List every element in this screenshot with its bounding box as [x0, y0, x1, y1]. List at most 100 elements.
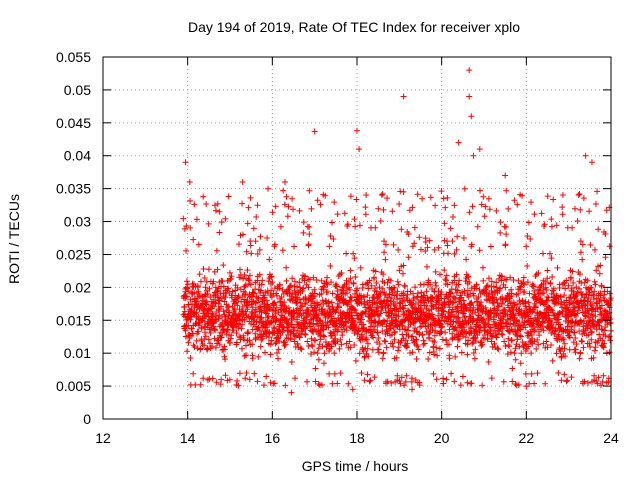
data-point	[515, 381, 522, 388]
data-point	[311, 292, 318, 299]
data-point	[607, 316, 614, 323]
data-point	[343, 340, 350, 347]
data-point	[596, 270, 603, 277]
data-point	[364, 371, 371, 378]
data-point	[264, 324, 271, 331]
data-point	[256, 246, 263, 253]
data-point	[367, 377, 374, 384]
data-point	[356, 350, 363, 357]
data-point	[327, 263, 334, 270]
data-point	[440, 380, 447, 387]
data-point	[396, 200, 403, 207]
data-point	[275, 346, 282, 353]
data-point	[470, 304, 477, 311]
data-point	[581, 297, 588, 304]
data-point	[500, 378, 507, 385]
data-point	[338, 270, 345, 277]
data-point	[192, 381, 199, 388]
data-point	[271, 299, 278, 306]
data-point	[506, 297, 513, 304]
data-point	[514, 336, 521, 343]
data-point	[435, 287, 442, 294]
data-point	[484, 282, 491, 289]
data-point	[283, 264, 290, 271]
data-point	[591, 246, 598, 253]
data-point	[235, 294, 242, 301]
data-point	[487, 243, 494, 250]
data-point	[384, 279, 391, 286]
data-point	[289, 315, 296, 322]
data-point	[354, 312, 361, 319]
data-point	[212, 207, 219, 214]
data-point	[191, 201, 198, 208]
data-point	[535, 341, 542, 348]
data-point	[477, 324, 484, 331]
data-point	[413, 328, 420, 335]
data-point	[337, 370, 344, 377]
data-point	[203, 312, 210, 319]
data-point	[430, 370, 437, 377]
data-point	[468, 241, 475, 248]
data-point	[515, 290, 522, 297]
data-point	[239, 292, 246, 299]
data-point	[474, 223, 481, 230]
data-point	[391, 329, 398, 336]
data-point	[507, 349, 514, 356]
data-point	[377, 217, 384, 224]
data-point	[244, 330, 251, 337]
y-tick-label: 0.025	[56, 246, 91, 262]
data-point	[597, 262, 604, 269]
data-point	[263, 297, 270, 304]
data-point	[451, 378, 458, 385]
data-point	[225, 193, 232, 200]
data-point	[358, 316, 365, 323]
data-point	[361, 377, 368, 384]
data-point	[528, 199, 535, 206]
data-point	[185, 288, 192, 295]
data-point	[322, 192, 329, 199]
data-point	[414, 290, 421, 297]
data-point	[539, 250, 546, 257]
data-point	[228, 273, 235, 280]
data-point	[449, 330, 456, 337]
data-point	[577, 349, 584, 356]
data-point	[523, 383, 530, 390]
data-point	[220, 262, 227, 269]
data-point	[390, 343, 397, 350]
data-point	[413, 294, 420, 301]
data-point	[468, 380, 475, 387]
data-point	[364, 292, 371, 299]
data-point	[473, 281, 480, 288]
data-point	[379, 355, 386, 362]
data-point	[598, 283, 605, 290]
data-point	[247, 293, 254, 300]
data-point	[202, 284, 209, 291]
data-point	[205, 306, 212, 313]
data-point	[334, 328, 341, 335]
data-point	[555, 331, 562, 338]
data-point	[220, 283, 227, 290]
data-point	[558, 298, 565, 305]
data-point	[221, 298, 228, 305]
data-point	[477, 187, 484, 194]
data-point	[466, 67, 473, 74]
data-point	[300, 285, 307, 292]
data-point	[411, 324, 418, 331]
data-point	[344, 221, 351, 228]
data-point	[267, 379, 274, 386]
data-point	[592, 313, 599, 320]
data-point	[291, 332, 298, 339]
data-point	[266, 256, 273, 263]
data-point	[390, 241, 397, 248]
data-point	[508, 337, 515, 344]
data-point	[566, 323, 573, 330]
data-point	[198, 292, 205, 299]
data-point	[452, 353, 459, 360]
data-point	[396, 267, 403, 274]
data-point	[312, 337, 319, 344]
data-point	[523, 243, 530, 250]
data-point	[441, 237, 448, 244]
data-point	[325, 341, 332, 348]
data-point	[360, 324, 367, 331]
